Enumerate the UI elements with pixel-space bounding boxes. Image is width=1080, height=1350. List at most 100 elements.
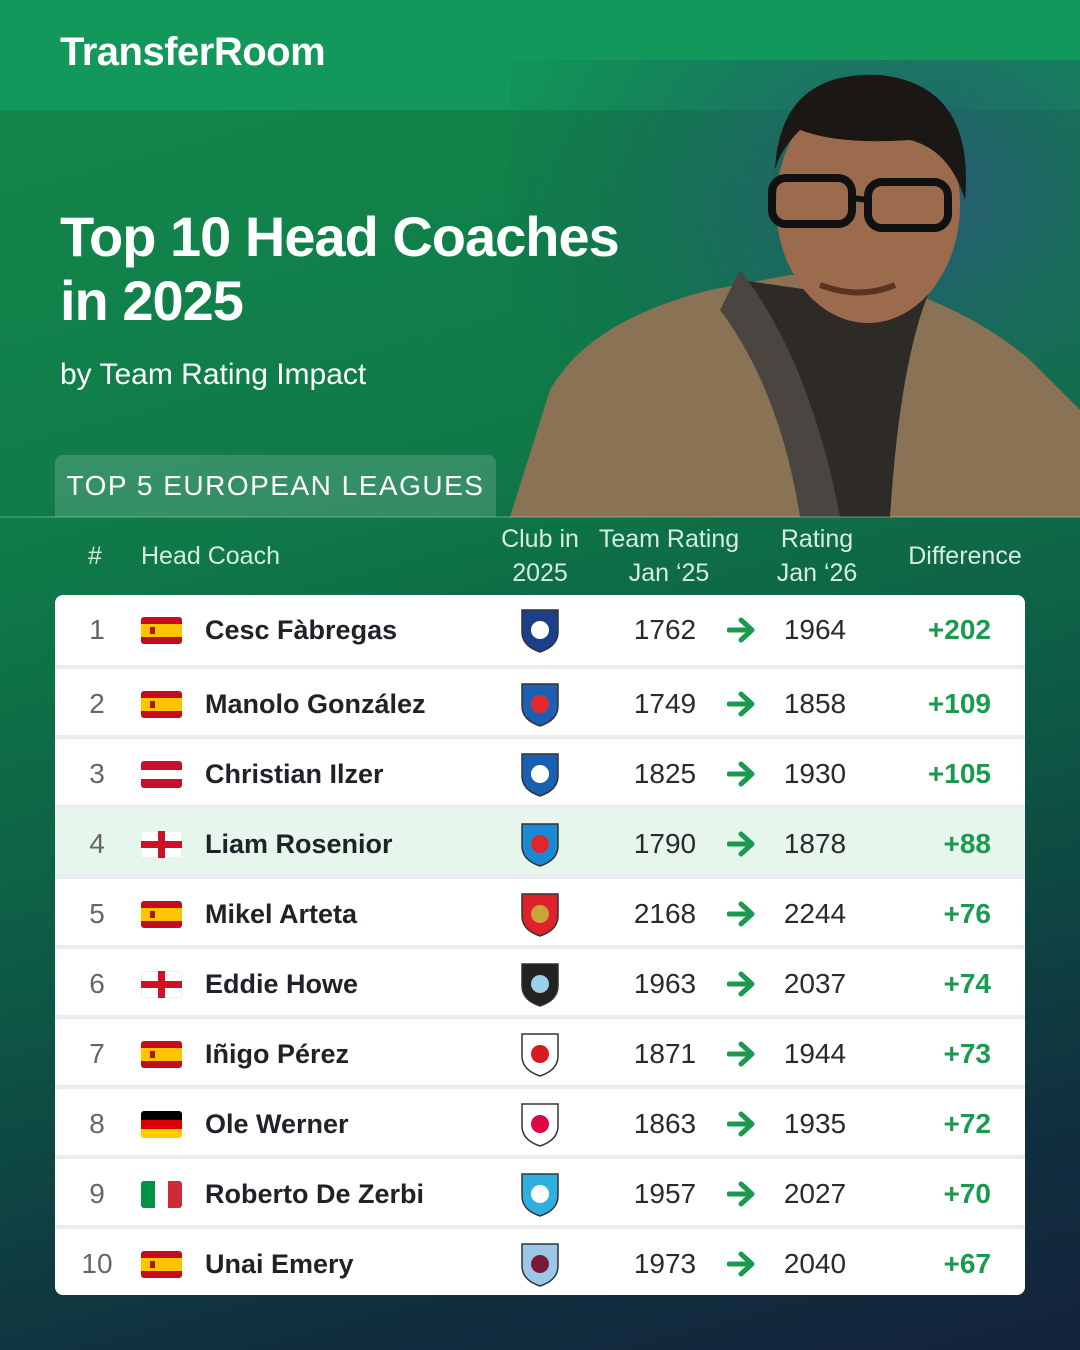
coach-name: Roberto De Zerbi — [205, 1179, 425, 1209]
rating-jan-25: 1749 — [633, 688, 697, 719]
graphic — [141, 761, 182, 788]
graphic — [150, 1261, 155, 1268]
graphic — [864, 178, 952, 232]
graphic — [141, 971, 182, 998]
graphic — [726, 901, 755, 927]
graphic — [531, 621, 549, 639]
graphic — [521, 1173, 559, 1217]
graphic — [155, 1181, 168, 1208]
graphic — [141, 1129, 182, 1138]
coach-name: Christian Ilzer — [205, 759, 384, 789]
rating-jan-26: 1935 — [783, 1108, 847, 1139]
graphic — [720, 270, 840, 517]
club-logo — [518, 750, 562, 803]
table-row: 3 Christian Ilzer 1825 1930 +105 — [55, 735, 1025, 805]
club-logo — [518, 1100, 562, 1153]
graphic — [141, 1251, 182, 1278]
difference: +88 — [943, 828, 992, 859]
graphic — [150, 701, 155, 708]
graphic — [726, 691, 755, 717]
graphic — [521, 683, 559, 727]
arrow — [726, 1250, 757, 1283]
rating-jan-26: 1930 — [783, 758, 847, 789]
graphic — [521, 753, 559, 797]
photo-illustration — [510, 60, 1080, 517]
graphic — [521, 1103, 559, 1147]
flag — [141, 831, 182, 858]
rank: 5 — [89, 898, 105, 929]
graphic — [141, 1048, 182, 1061]
coach-name: Manolo González — [205, 689, 426, 719]
difference: +67 — [943, 1248, 992, 1279]
graphic — [726, 1041, 755, 1067]
graphic — [726, 1181, 755, 1207]
rating-jan-25: 1963 — [633, 968, 697, 999]
graphic — [150, 911, 155, 918]
graphic — [141, 691, 182, 718]
graphic — [521, 893, 559, 937]
flag — [141, 691, 182, 718]
club-logo — [518, 890, 562, 943]
rating-jan-26: 1878 — [783, 828, 847, 859]
graphic — [141, 908, 182, 921]
graphic — [740, 280, 930, 517]
club-logo — [518, 606, 562, 659]
coach-name: Eddie Howe — [205, 969, 359, 999]
graphic — [726, 617, 755, 643]
rank: 3 — [89, 758, 105, 789]
arrow — [726, 1040, 757, 1073]
club-logo — [518, 680, 562, 733]
graphic — [141, 1111, 182, 1120]
graphic — [521, 1243, 559, 1287]
graphic — [141, 698, 182, 711]
graphic — [141, 617, 182, 644]
coach-photo — [510, 60, 1080, 517]
flag — [141, 1251, 182, 1278]
graphic — [726, 971, 755, 997]
graphic — [141, 901, 182, 928]
graphic — [818, 282, 897, 296]
flag — [141, 901, 182, 928]
flag — [141, 617, 182, 644]
graphic — [531, 1185, 549, 1203]
table-row: 5 Mikel Arteta 2168 2244 +76 — [55, 875, 1025, 945]
graphic — [141, 841, 182, 848]
rating-jan-25: 1762 — [633, 614, 697, 645]
flag — [141, 971, 182, 998]
graphic — [141, 770, 182, 779]
graphic — [726, 691, 755, 717]
graphic — [726, 1251, 755, 1277]
graphic — [531, 1255, 549, 1273]
graphic — [141, 831, 182, 858]
graphic — [726, 1041, 755, 1067]
graphic — [726, 617, 755, 643]
arrow — [726, 830, 757, 863]
graphic — [141, 1258, 182, 1271]
rank: 6 — [89, 968, 105, 999]
rating-jan-25: 1973 — [633, 1248, 697, 1279]
club-logo — [518, 820, 562, 873]
graphic — [531, 1045, 549, 1063]
graphic — [141, 1181, 182, 1208]
column-header: Head Coach — [141, 542, 280, 570]
coach-name: Iñigo Pérez — [205, 1039, 350, 1069]
coach-name: Cesc Fàbregas — [205, 615, 398, 645]
rating-jan-25: 2168 — [633, 898, 697, 929]
graphic — [141, 981, 182, 988]
graphic — [150, 1051, 155, 1058]
difference: +202 — [927, 614, 991, 645]
arrow — [726, 900, 757, 933]
rating-jan-25: 1825 — [633, 758, 697, 789]
rank: 8 — [89, 1108, 105, 1139]
graphic — [726, 1251, 755, 1277]
rank: 9 — [89, 1178, 105, 1209]
graphic — [726, 901, 755, 927]
graphic — [726, 1111, 755, 1137]
rank: 1 — [89, 614, 105, 645]
rating-jan-25: 1957 — [633, 1178, 697, 1209]
graphic — [141, 1041, 182, 1068]
flag — [141, 1041, 182, 1068]
graphic — [531, 1115, 549, 1133]
rating-jan-26: 1944 — [783, 1038, 847, 1069]
rank: 7 — [89, 1038, 105, 1069]
